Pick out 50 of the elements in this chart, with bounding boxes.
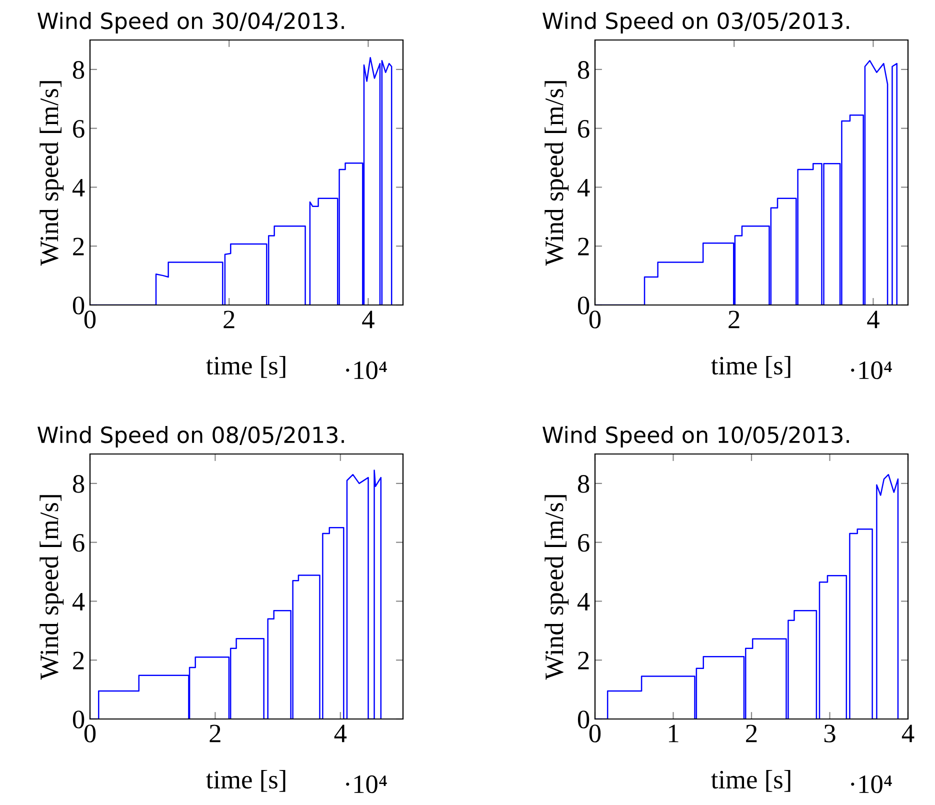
- x-tick-label: 0: [84, 724, 96, 742]
- x-tick-label: 0: [589, 310, 601, 328]
- text: ·10⁴: [851, 775, 892, 794]
- y-axis-title: Wind speed [m/s]: [40, 495, 64, 680]
- y-tick-label: 8: [72, 475, 84, 493]
- x-tick-label: 4: [362, 310, 374, 328]
- x-tick-label: 2: [224, 310, 234, 328]
- x-axis-title: time [s]: [206, 770, 286, 792]
- y-tick-label: 6: [73, 120, 84, 138]
- x-tick-label: 0: [589, 724, 601, 742]
- x-tick-label: 0: [84, 310, 96, 328]
- x-tick-label: 3: [824, 724, 836, 742]
- y-tick-label: 4: [72, 593, 85, 610]
- y-tick-label: 8: [578, 61, 590, 79]
- y-axis-title: Wind speed [m/s]: [544, 495, 569, 680]
- x-tick-label: 4: [867, 310, 880, 328]
- chart-title: Wind Speed on 03/05/2013.: [542, 12, 849, 34]
- x-axis-title: time [s]: [711, 356, 790, 378]
- y-tick-label: 2: [578, 652, 589, 670]
- y-tick-label: 4: [72, 179, 85, 196]
- y-tick-label: 0: [72, 710, 84, 728]
- y-axis-title: Wind speed [m/s]: [40, 81, 64, 266]
- y-tick-label: 6: [578, 120, 590, 138]
- y-tick-label: 0: [578, 296, 590, 314]
- x-tick-label: 1: [668, 724, 678, 742]
- y-tick-label: 2: [73, 238, 84, 256]
- y-tick-label: 4: [577, 179, 590, 196]
- chart-title: Wind Speed on 30/04/2013.: [38, 12, 344, 34]
- text: ·10⁴: [346, 361, 387, 380]
- chart-title: Wind Speed on 10/05/2013.: [542, 426, 849, 448]
- y-tick-label: 4: [577, 593, 590, 610]
- x-tick-label: 2: [746, 724, 757, 742]
- y-tick-label: 0: [578, 710, 590, 728]
- chart-title: Wind Speed on 08/05/2013.: [38, 426, 344, 448]
- text: ·10⁴: [346, 775, 387, 794]
- x-axis-title: time [s]: [711, 770, 790, 792]
- y-tick-label: 6: [578, 534, 590, 552]
- y-tick-label: 2: [578, 238, 589, 256]
- x-tick-label: 2: [728, 310, 740, 328]
- y-axis-title: Wind speed [m/s]: [544, 81, 569, 266]
- y-tick-label: 8: [72, 61, 84, 79]
- y-tick-label: 8: [578, 475, 590, 493]
- text: ·10⁴: [851, 361, 892, 380]
- x-tick-label: 4: [902, 724, 914, 742]
- x-tick-label: 4: [334, 724, 347, 742]
- y-tick-label: 0: [72, 296, 84, 314]
- y-tick-label: 6: [73, 534, 84, 552]
- x-tick-label: 2: [210, 724, 220, 742]
- x-axis-title: time [s]: [206, 356, 286, 378]
- y-tick-label: 2: [73, 652, 84, 670]
